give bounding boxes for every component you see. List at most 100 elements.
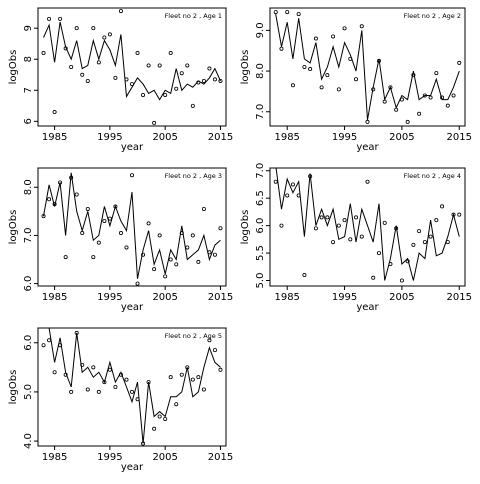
panel-title: Fleet no 2 , Age 1 [165, 12, 222, 20]
data-point [135, 397, 140, 402]
plot-frame [37, 7, 227, 127]
data-point [63, 46, 68, 51]
data-point [285, 193, 290, 198]
x-tick-label: 1985 [42, 452, 67, 463]
x-tick-label: 1995 [332, 292, 357, 303]
x-axis-label: year [121, 462, 144, 473]
data-point [388, 262, 393, 267]
y-tick-label: 8.0 [255, 63, 266, 79]
x-tick-label: 2005 [152, 292, 177, 303]
data-point [212, 77, 217, 82]
data-point [141, 252, 146, 257]
data-point [185, 63, 190, 68]
x-tick-label: 2015 [447, 132, 472, 143]
data-point [285, 10, 290, 15]
data-point [74, 192, 79, 197]
data-point [376, 58, 381, 63]
y-tick-label: 8.0 [23, 179, 34, 195]
data-point [63, 255, 68, 260]
data-point [85, 78, 90, 83]
data-point [365, 119, 370, 124]
data-point [113, 75, 118, 80]
data-point [296, 12, 301, 17]
series-line [43, 172, 221, 279]
data-point [313, 36, 318, 41]
data-point [207, 250, 212, 255]
data-point [201, 387, 206, 392]
data-point [168, 375, 173, 380]
data-point [388, 85, 393, 90]
data-point [336, 223, 341, 228]
y-tick-label: 6.0 [23, 276, 34, 292]
data-point [124, 77, 129, 82]
data-point [58, 180, 63, 185]
plot-area [41, 328, 223, 446]
data-point [196, 375, 201, 380]
x-tick-label: 1995 [97, 132, 122, 143]
data-point [399, 278, 404, 283]
y-axis-label: logObs [8, 210, 19, 245]
data-point [354, 77, 359, 82]
data-point [41, 343, 46, 348]
data-point [141, 441, 146, 446]
data-point [319, 85, 324, 90]
x-tick-label: 1985 [274, 132, 299, 143]
data-point [41, 214, 46, 219]
x-axis-label: year [356, 302, 379, 313]
data-point [331, 240, 336, 245]
data-point [417, 111, 422, 116]
data-point [218, 226, 223, 231]
data-point [422, 240, 427, 245]
data-point [313, 226, 318, 231]
data-point [190, 377, 195, 382]
data-point [96, 389, 101, 394]
data-point [58, 16, 63, 21]
data-point [296, 193, 301, 198]
data-point [376, 251, 381, 256]
series-line [43, 328, 221, 444]
y-tick-label: 7.0 [23, 227, 34, 243]
data-point [273, 10, 278, 15]
data-point [399, 97, 404, 102]
y-tick-label: 7.0 [255, 163, 266, 179]
data-point [207, 338, 212, 343]
data-point [196, 80, 201, 85]
data-point [185, 365, 190, 370]
data-point [146, 221, 151, 226]
data-point [80, 231, 85, 236]
data-point [47, 197, 52, 202]
y-axis-label: logObs [8, 50, 19, 85]
data-point [124, 377, 129, 382]
data-point [113, 384, 118, 389]
data-point [146, 380, 151, 385]
y-tick-label: 6 [23, 118, 34, 124]
data-point [394, 226, 399, 231]
data-point [325, 215, 330, 220]
series-line [275, 168, 460, 281]
data-point [201, 78, 206, 83]
data-point [118, 9, 123, 14]
data-point [196, 259, 201, 264]
y-tick-label: 7.0 [255, 104, 266, 120]
data-point [129, 82, 134, 87]
data-point [411, 242, 416, 247]
data-point [96, 60, 101, 65]
y-tick-label: 9.0 [255, 22, 266, 38]
data-point [422, 93, 427, 98]
data-point [168, 257, 173, 262]
data-point [212, 348, 217, 353]
y-axis-label: logObs [8, 370, 19, 405]
data-point [179, 372, 184, 377]
data-point [85, 387, 90, 392]
data-point [207, 66, 212, 71]
panel-3: Fleet no 2 , Age 3 1985 1995 2005 2015 6.0 7.0… [8, 167, 233, 313]
x-tick-label: 2015 [208, 292, 233, 303]
data-point [190, 103, 195, 108]
data-point [201, 206, 206, 211]
data-point [371, 275, 376, 280]
data-point [342, 26, 347, 31]
series-line [43, 21, 221, 101]
data-point [129, 173, 134, 178]
data-point [74, 330, 79, 335]
